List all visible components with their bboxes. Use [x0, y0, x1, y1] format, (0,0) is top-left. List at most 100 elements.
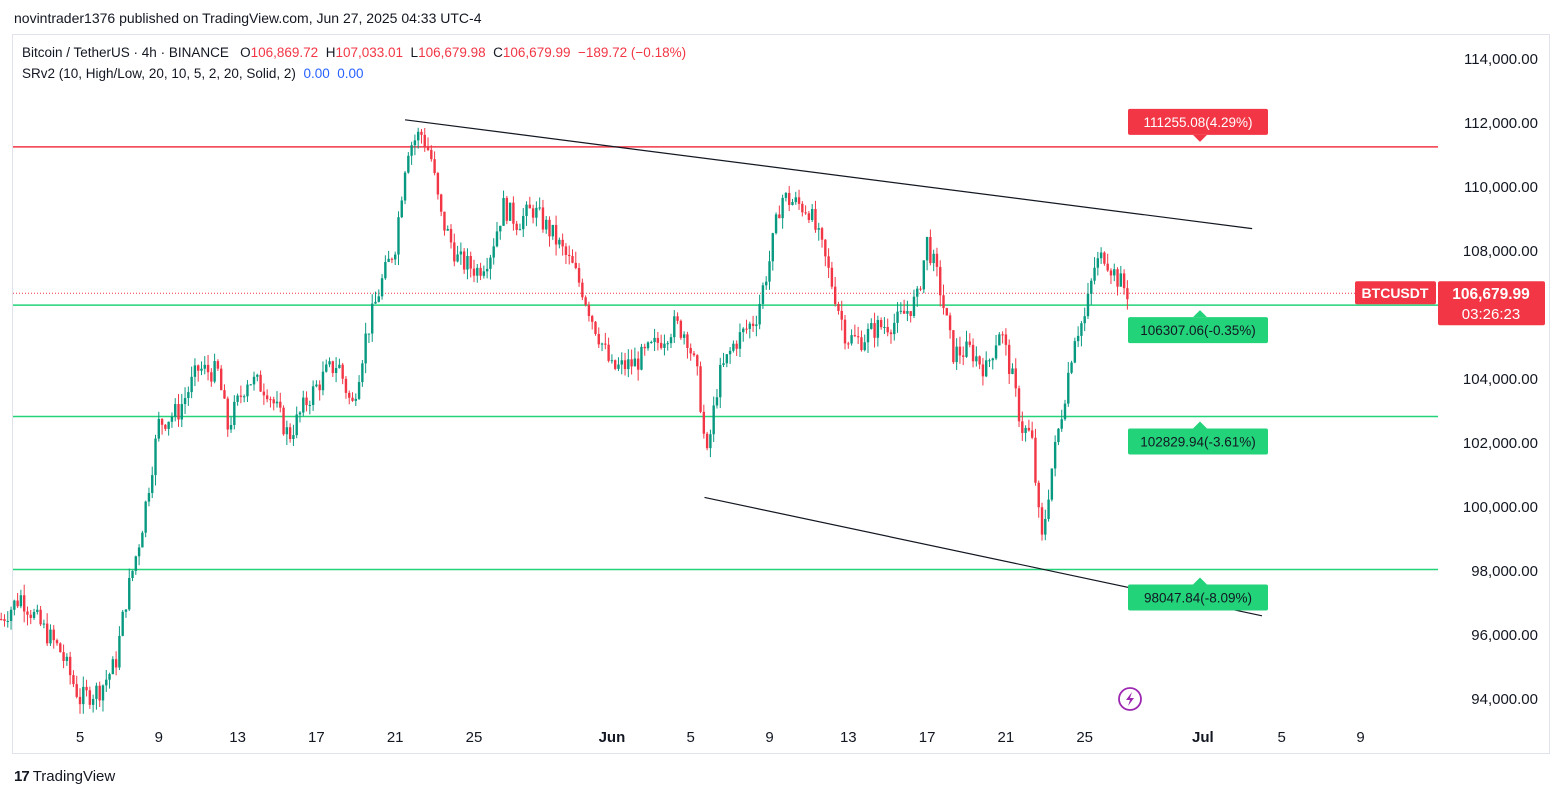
level-label-1: 106307.06(-0.35%) [1128, 310, 1268, 344]
candle [1050, 468, 1054, 502]
candle [630, 349, 633, 375]
candle-body [318, 384, 321, 391]
candle-body [472, 268, 476, 276]
candle-body [351, 397, 354, 401]
candle [206, 354, 210, 381]
candle [715, 389, 719, 409]
candle [571, 249, 574, 264]
x-tick-label: 13 [229, 729, 246, 746]
candle-body [640, 346, 643, 370]
y-tick-label: 100,000.00 [1463, 499, 1538, 516]
candle-body [315, 384, 318, 387]
candle-body [919, 288, 922, 290]
candle-body [489, 257, 492, 269]
candle-body [403, 172, 407, 201]
candle [1113, 263, 1116, 282]
candle [433, 151, 436, 176]
candle-body [712, 405, 715, 435]
candle [19, 589, 23, 609]
candle-body [617, 364, 620, 369]
tradingview-logo-icon: 17 [14, 768, 30, 785]
candle-body [991, 358, 994, 361]
candle-body [68, 656, 72, 676]
candle-body [797, 197, 801, 204]
candle [1083, 307, 1086, 332]
symbol-title[interactable]: Bitcoin / TetherUS · 4h · BINANCE [22, 45, 229, 60]
candle-body [272, 399, 275, 404]
candle [203, 356, 206, 375]
candle-body [134, 556, 138, 571]
candle [709, 429, 712, 458]
candle [311, 380, 315, 411]
candle-body [279, 401, 282, 408]
candle-body [394, 254, 397, 260]
candle-body [889, 332, 893, 335]
candle [78, 688, 82, 714]
candle [1116, 267, 1119, 296]
candle-body [65, 656, 69, 661]
candle-body [246, 384, 249, 397]
footer-brand[interactable]: 17 TradingView [14, 768, 115, 785]
candle-body [229, 424, 233, 430]
candle [856, 326, 860, 344]
candle-body [131, 570, 134, 578]
candle-body [728, 350, 732, 355]
candle [29, 609, 32, 625]
candle-body [856, 336, 860, 338]
candle-body [732, 343, 735, 351]
candle [256, 373, 259, 382]
candle-body [239, 395, 243, 397]
price-badge-countdown: 03:26:23 [1462, 306, 1520, 323]
candle [154, 434, 157, 486]
x-tick-label: 25 [466, 729, 483, 746]
candle-body [663, 343, 666, 348]
candle [1070, 360, 1073, 375]
level-label-pointer [1193, 577, 1207, 585]
candle-body [568, 254, 571, 257]
time-axis[interactable]: 5 9 13 17 21 25 Jun 5 9 13 17 21 25 Jul 5 9 [76, 729, 1365, 746]
candle-body [187, 392, 190, 399]
candle [981, 357, 985, 386]
x-tick-label: 21 [998, 729, 1015, 746]
candle-body [702, 411, 706, 434]
candle [1044, 509, 1047, 541]
candle [197, 364, 200, 382]
candle-body [59, 643, 62, 653]
candle [193, 358, 197, 387]
candle [344, 376, 348, 399]
candle-body [144, 501, 147, 533]
indicator-title[interactable]: SRv2 (10, High/Low, 20, 10, 5, 2, 20, So… [22, 66, 296, 81]
candle-body [288, 427, 292, 440]
candle-body [1050, 468, 1054, 500]
candle-body [308, 405, 312, 407]
flash-icon[interactable] [1118, 687, 1142, 711]
indicator-legend[interactable]: SRv2 (10, High/Low, 20, 10, 5, 2, 20, So… [22, 66, 364, 81]
level-label-pointer [1193, 134, 1207, 142]
candle-body [262, 391, 266, 396]
candle [170, 412, 174, 428]
candle-body [843, 319, 847, 344]
candle [242, 394, 246, 403]
candle [315, 380, 318, 388]
candle [925, 236, 929, 271]
candle-body [781, 197, 784, 219]
candle [436, 171, 440, 200]
candle-body [1093, 267, 1096, 281]
candle-body [436, 173, 440, 195]
symbol-legend[interactable]: Bitcoin / TetherUS · 4h · BINANCE O106,8… [22, 45, 686, 60]
candle-body [108, 674, 111, 680]
candle-body [1007, 344, 1011, 374]
candle [866, 323, 870, 353]
candle-body [883, 326, 886, 328]
price-axis[interactable]: 114,000.00 112,000.00 110,000.00 108,000.00… [1463, 51, 1538, 708]
candle [1096, 251, 1100, 276]
candle [843, 315, 847, 350]
candle-body [226, 398, 229, 430]
candle [285, 420, 289, 446]
candle-body [1116, 269, 1119, 287]
candle-body [400, 200, 403, 218]
candle-body [804, 212, 807, 214]
candle [712, 396, 715, 443]
candle-body [833, 286, 837, 305]
